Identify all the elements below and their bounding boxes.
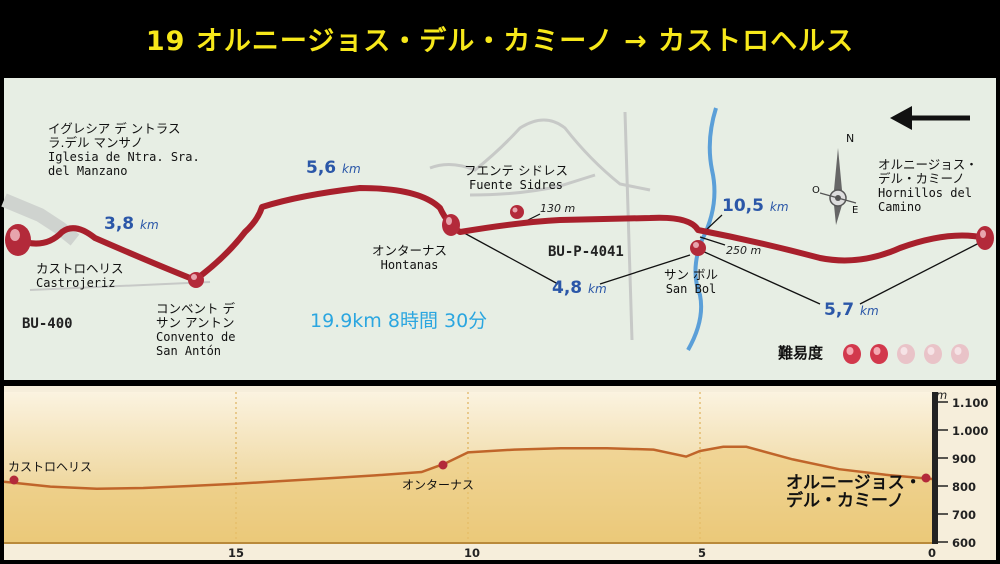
- marker-convento: [188, 272, 204, 288]
- x-tick-10: 10: [464, 546, 481, 560]
- profile-marker-hontanas: [438, 460, 448, 470]
- profile-marker-hornillos: [921, 473, 931, 483]
- marker-fuente: [510, 205, 524, 219]
- y-tick-1000: 1.000: [952, 424, 989, 438]
- profile-line: [3, 445, 933, 491]
- label-hontanas: オンターナス Hontanas: [372, 243, 448, 273]
- y-axis-unit: m: [936, 388, 948, 402]
- x-tick-0: 0: [928, 546, 937, 560]
- label-castrojeriz: カストロヘリス Castrojeriz: [36, 261, 124, 291]
- marker-sanbol: [690, 240, 706, 256]
- label-hornillos: オルニージョス・ デル・カミーノ Hornillos del Camino: [878, 157, 978, 215]
- road-bu-400: BU-400: [22, 316, 73, 332]
- label-sanbol: サン ボル San Bol: [664, 267, 718, 297]
- profile-y-axis: [932, 401, 948, 543]
- river: [686, 107, 718, 351]
- marker-hornillos: [976, 226, 994, 250]
- profile-marker-castrojeriz: [9, 475, 19, 485]
- y-tick-600: 600: [952, 536, 977, 550]
- y-tick-700: 700: [952, 508, 977, 522]
- secondary-road: [429, 118, 651, 192]
- altitude-fuente: 130 m: [540, 202, 576, 215]
- x-tick-5: 5: [698, 546, 707, 560]
- compass-e: E: [852, 205, 859, 216]
- difficulty-dot-highlight: [927, 347, 935, 355]
- difficulty-dot-highlight: [900, 347, 908, 355]
- profile-label-hontanas: オンターナス: [402, 478, 475, 492]
- difficulty-dot-highlight: [846, 347, 854, 355]
- distance-1: 3,8 km: [104, 214, 159, 234]
- secondary-road: [29, 281, 211, 291]
- x-tick-15: 15: [228, 546, 245, 560]
- difficulty-icons: [843, 344, 969, 364]
- distance-5: 5,7 km: [824, 300, 879, 320]
- distance-2: 5,6 km: [306, 158, 361, 178]
- difficulty-label: 難易度: [778, 344, 824, 362]
- y-tick-1100: 1.100: [952, 396, 989, 410]
- distance-3: 4,8 km: [552, 278, 607, 298]
- total-distance-time: 19.9km 8時間 30分: [310, 310, 488, 332]
- main-route: [15, 185, 988, 283]
- secondary-road: [469, 173, 596, 197]
- profile-label-castrojeriz: カストロヘリス: [8, 460, 93, 474]
- marker-castrojeriz: [5, 224, 31, 256]
- secondary-road: [623, 111, 634, 341]
- profile-label-hornillos: オルニージョス・ デル・カミーノ: [786, 473, 922, 511]
- distance-4: 10,5 km: [722, 196, 789, 216]
- label-convento: コンベント デ サン アントン Convento de San Antón: [156, 301, 236, 359]
- road-bu-p-4041: BU-P-4041: [548, 244, 624, 260]
- difficulty-dot-highlight: [954, 347, 962, 355]
- terrain-outline: [1, 193, 80, 246]
- altitude-sanbol: 250 m: [726, 244, 762, 257]
- label-fuente: フエンテ シドレス Fuente Sidres: [464, 163, 568, 193]
- y-tick-800: 800: [952, 480, 977, 494]
- compass-o: O: [812, 185, 820, 196]
- map-panel: [4, 78, 996, 380]
- marker-hontanas: [442, 214, 460, 236]
- left-arrow-icon: [890, 106, 970, 130]
- difficulty-dot-highlight: [873, 347, 881, 355]
- page-title: 19 オルニージョス・デル・カミーノ → カストロヘルス: [145, 25, 855, 57]
- compass-n: N: [846, 132, 855, 145]
- profile-area: [4, 446, 932, 542]
- label-iglesia: イグレシア デ ントラス ラ.デル マンサノ Iglesia de Ntra. …: [48, 121, 200, 179]
- y-tick-900: 900: [952, 452, 977, 466]
- compass-icon: [819, 148, 857, 225]
